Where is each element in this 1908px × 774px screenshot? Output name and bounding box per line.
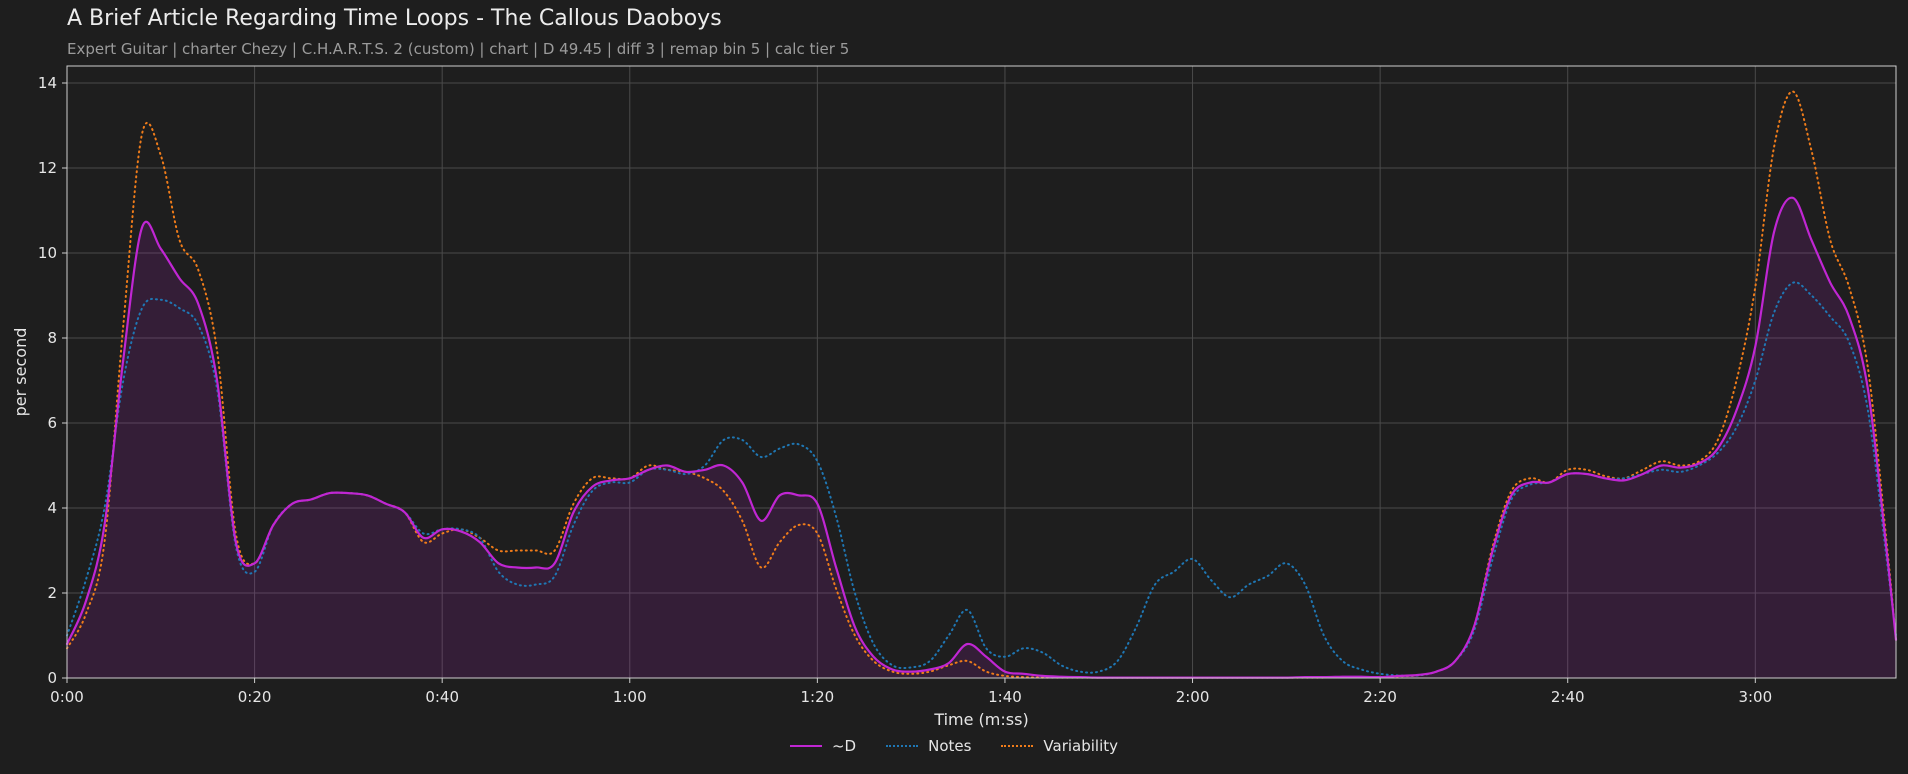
y-tick-label: 12 — [38, 159, 57, 177]
legend-item-notes[interactable]: Notes — [886, 737, 971, 755]
y-tick-label: 14 — [38, 74, 57, 92]
y-tick-label: 4 — [47, 499, 57, 517]
x-tick-label: 3:00 — [1738, 688, 1772, 706]
x-tick-label: 2:20 — [1363, 688, 1397, 706]
y-tick-label: 6 — [47, 414, 57, 432]
legend-item-d[interactable]: ~D — [789, 737, 857, 755]
d-area-fill — [67, 197, 1896, 679]
x-tick-label: 0:20 — [238, 688, 272, 706]
y-tick-label: 10 — [38, 244, 57, 262]
x-axis-ticks: 0:00 0:20 0:40 1:00 1:20 1:40 2:00 2:20 2:40 3:00 — [50, 678, 1772, 706]
x-axis-label: Time (m:ss) — [933, 710, 1028, 729]
legend-label-variability: Variability — [1043, 737, 1119, 755]
x-tick-label: 2:40 — [1551, 688, 1585, 706]
plot-frame — [66, 65, 1897, 679]
x-tick-label: 1:00 — [613, 688, 647, 706]
x-tick-label: 0:00 — [50, 688, 84, 706]
y-axis-label: per second — [11, 328, 30, 417]
x-tick-label: 1:40 — [988, 688, 1022, 706]
y-tick-label: 2 — [47, 584, 57, 602]
legend-swatch-notes — [886, 745, 919, 747]
legend-swatch-d — [789, 745, 822, 747]
x-tick-label: 0:40 — [425, 688, 459, 706]
y-tick-label: 8 — [47, 329, 57, 347]
x-tick-label: 2:00 — [1176, 688, 1210, 706]
legend-item-variability[interactable]: Variability — [1001, 737, 1118, 755]
series-lines — [65, 90, 1898, 679]
chart-legend: ~D Notes Variability — [0, 737, 1908, 755]
legend-label-notes: Notes — [928, 737, 972, 755]
x-tick-label: 1:20 — [801, 688, 835, 706]
legend-swatch-variability — [1001, 745, 1034, 747]
chart-title: A Brief Article Regarding Time Loops - T… — [67, 6, 722, 31]
y-tick-label: 0 — [47, 669, 57, 687]
chart-subtitle: Expert Guitar | charter Chezy | C.H.A.R.… — [67, 40, 850, 58]
series-line-d — [65, 196, 1898, 679]
legend-label-d: ~D — [831, 737, 857, 755]
d-area — [67, 197, 1896, 679]
y-axis-ticks: 0 2 4 6 8 10 12 14 — [38, 74, 67, 687]
